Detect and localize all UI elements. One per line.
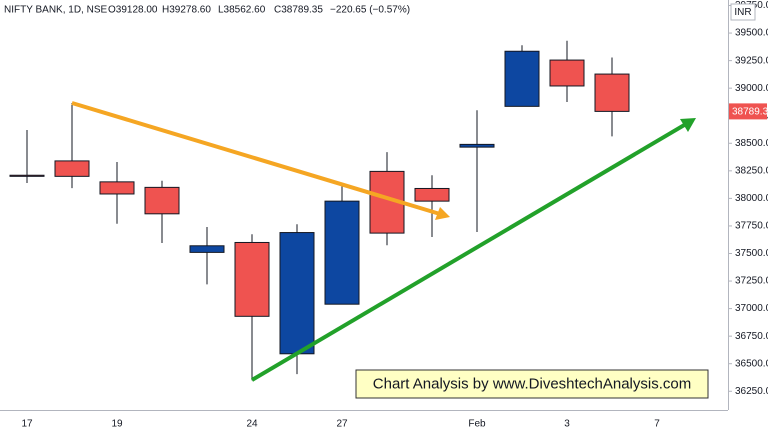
y-tick-label: 37500.00	[735, 248, 768, 259]
symbol: NIFTY BANK, 1D, NSE	[4, 5, 108, 16]
y-tick-label: 38500.00	[735, 138, 768, 149]
y-tick-label: 39250.00	[735, 55, 768, 66]
watermark-box	[355, 369, 709, 399]
candle-body	[99, 181, 135, 195]
orange-arrow	[71, 101, 441, 216]
candle-body	[459, 143, 495, 148]
x-tick-label: 3	[564, 419, 570, 430]
candle-body	[594, 73, 630, 112]
currency-box	[730, 3, 756, 21]
candle-body	[324, 200, 360, 305]
header: NIFTY BANK, 1D, NSE O39128.00 H39278.60 …	[4, 5, 410, 16]
x-tick-label: 27	[336, 419, 348, 430]
ohlc-change: −220.65 (−0.57%)	[330, 5, 410, 16]
candle-body	[54, 160, 90, 177]
x-tick-label: 24	[246, 419, 258, 430]
last-price-label: 38789.35	[732, 107, 768, 118]
ohlc-low: L38562.60	[218, 5, 266, 16]
y-tick-label: 38250.00	[735, 165, 768, 176]
green-arrow	[250, 122, 688, 382]
green-arrowhead	[680, 118, 696, 132]
last-price-tag	[729, 103, 767, 120]
y-tick-label: 36750.00	[735, 331, 768, 342]
y-tick-label: 36500.00	[735, 358, 768, 369]
y-tick-label: 36250.00	[735, 386, 768, 397]
y-tick-label: 39500.00	[735, 28, 768, 39]
ohlc-open: O39128.00	[108, 5, 158, 16]
candle-body	[144, 186, 180, 215]
y-tick-label: 39000.00	[735, 83, 768, 94]
candle-body	[504, 50, 540, 107]
x-tick-label: 17	[21, 419, 33, 430]
x-tick-label: Feb	[468, 419, 486, 430]
y-tick-label: 38000.00	[735, 193, 768, 204]
currency: INR	[734, 7, 751, 18]
candle-body	[279, 232, 315, 355]
candle-body	[414, 187, 450, 202]
trend-arrows	[71, 101, 696, 382]
candles	[9, 40, 630, 381]
x-tick-label: 7	[654, 419, 660, 430]
candle-body	[549, 59, 585, 87]
watermark: Chart Analysis by www.DiveshtechAnalysis…	[355, 369, 709, 399]
x-tick-label: 19	[111, 419, 123, 430]
candle-body	[234, 241, 270, 317]
y-tick-label: 37250.00	[735, 276, 768, 287]
y-tick-label: 37750.00	[735, 221, 768, 232]
ohlc-close: C38789.35	[274, 5, 323, 16]
ohlc-high: H39278.60	[162, 5, 211, 16]
y-tick-label: 37000.00	[735, 303, 768, 314]
orange-arrowhead	[435, 207, 450, 220]
candle-body	[9, 174, 45, 177]
candle-body	[189, 245, 225, 253]
watermark-text: Chart Analysis by www.DiveshtechAnalysis…	[373, 375, 691, 392]
